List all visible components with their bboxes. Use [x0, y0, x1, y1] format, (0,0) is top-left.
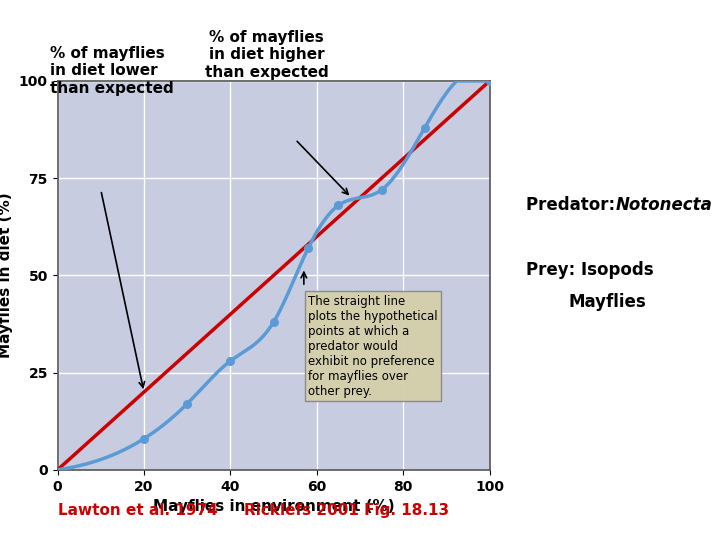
- Text: % of mayflies
in diet lower
than expected: % of mayflies in diet lower than expecte…: [50, 46, 174, 96]
- Text: Prey: Isopods: Prey: Isopods: [526, 261, 653, 279]
- Point: [268, 318, 279, 326]
- Point: [302, 244, 314, 253]
- Point: [333, 201, 344, 210]
- Y-axis label: Mayflies in diet (%): Mayflies in diet (%): [0, 193, 14, 358]
- X-axis label: Mayflies in environment (%): Mayflies in environment (%): [153, 499, 395, 514]
- Point: [484, 77, 495, 85]
- Point: [419, 123, 431, 132]
- Point: [181, 400, 193, 408]
- Text: Predator:: Predator:: [526, 196, 621, 214]
- Text: Lawton et al. 1974     Ricklefs 2001 Fig. 18.13: Lawton et al. 1974 Ricklefs 2001 Fig. 18…: [58, 503, 449, 518]
- Text: Notonecta: Notonecta: [616, 196, 713, 214]
- Text: Mayflies: Mayflies: [569, 293, 647, 312]
- Point: [225, 356, 236, 365]
- Point: [138, 434, 150, 443]
- Text: % of mayflies
in diet higher
than expected: % of mayflies in diet higher than expect…: [204, 30, 328, 79]
- Text: The straight line
plots the hypothetical
points at which a
predator would
exhibi: The straight line plots the hypothetical…: [308, 295, 438, 398]
- Point: [376, 186, 387, 194]
